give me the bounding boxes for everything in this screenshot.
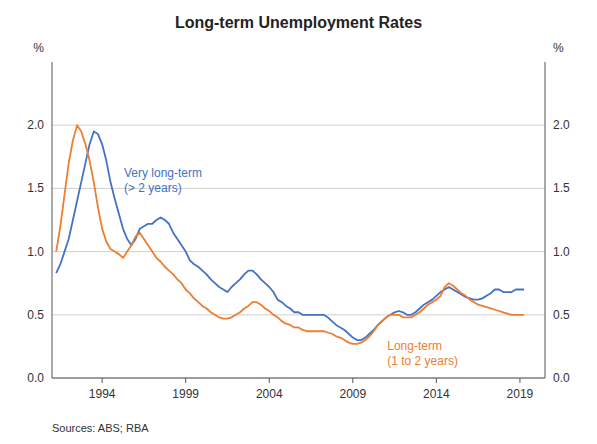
y2-tick-label: 0.5	[553, 308, 570, 322]
series-line	[56, 125, 524, 344]
x-tick	[185, 378, 186, 383]
chart: Long-term Unemployment Rates 0.0 0.5 1.0 1.5…	[0, 0, 597, 444]
annotation: Long-term	[387, 339, 442, 353]
x-tick-label: 1999	[172, 387, 199, 401]
y-tick-label: 0.5	[27, 308, 44, 322]
y-tick-label: 2.0	[27, 118, 44, 132]
y2-axis-label: %	[553, 41, 564, 55]
y-tick-label: 0.0	[27, 371, 44, 385]
x-tick-label: 1994	[89, 387, 116, 401]
annotation: (1 to 2 years)	[387, 354, 458, 368]
x-tick-label: 2019	[507, 387, 534, 401]
x-tick	[352, 378, 353, 383]
y2-tick-label: 2.0	[553, 118, 570, 132]
x-tick-label: 2004	[256, 387, 283, 401]
source: Sources: ABS; RBA	[52, 422, 149, 434]
x-tick	[102, 378, 103, 383]
y2-tick-label: 0.0	[553, 371, 570, 385]
annotation: (> 2 years)	[124, 181, 182, 195]
x-tick-label: 2014	[423, 387, 450, 401]
x-tick-label: 2009	[339, 387, 366, 401]
plot-area	[56, 125, 524, 344]
x-tick	[269, 378, 270, 383]
y2-tick-label: 1.5	[553, 181, 570, 195]
y-tick-label: 1.5	[27, 181, 44, 195]
y-axis-label: %	[33, 41, 44, 55]
y-axis-line	[52, 62, 53, 378]
x-axis-line	[52, 378, 545, 379]
grid-line	[52, 314, 545, 315]
y2-tick-label: 1.0	[553, 245, 570, 259]
series-line	[56, 132, 524, 341]
x-tick	[519, 378, 520, 383]
grid	[52, 125, 545, 378]
annotation: Very long-term	[124, 166, 202, 180]
y-tick-label: 1.0	[27, 245, 44, 259]
x-tick	[436, 378, 437, 383]
grid-line	[52, 378, 545, 379]
grid-line	[52, 125, 545, 126]
y2-axis-line	[545, 62, 546, 378]
title: Long-term Unemployment Rates	[175, 14, 422, 31]
